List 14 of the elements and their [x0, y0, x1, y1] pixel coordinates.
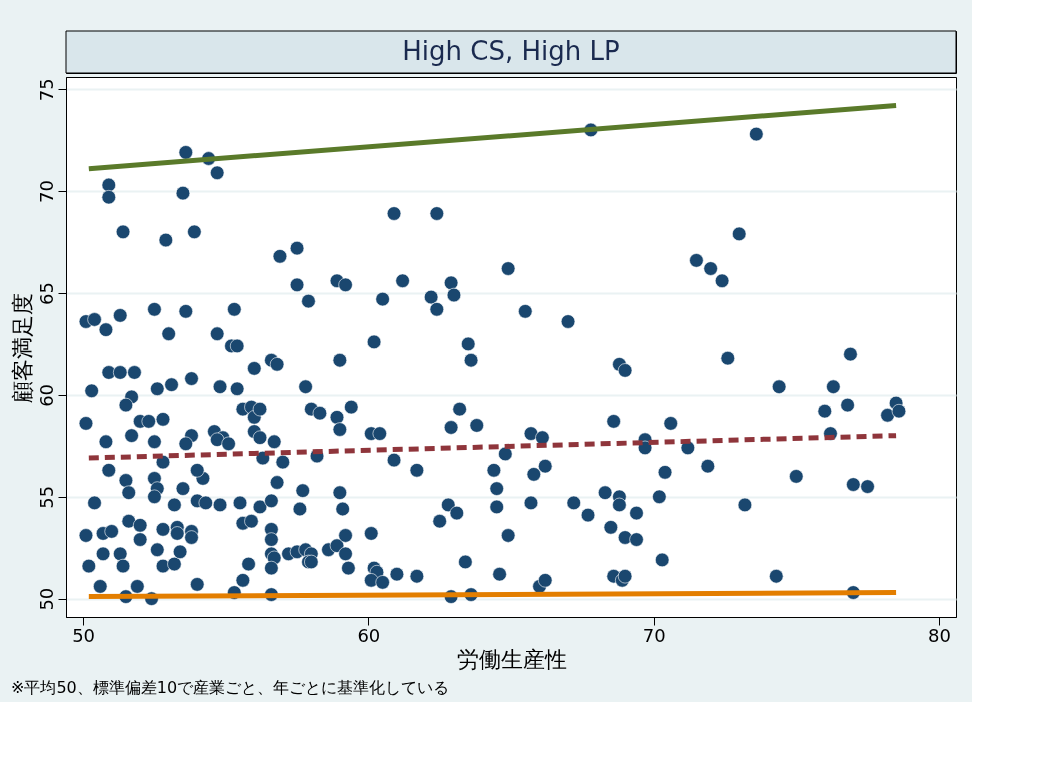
- y-tick-label: 70: [35, 180, 57, 204]
- y-tick-label: 65: [35, 282, 57, 305]
- y-tick-label: 50: [35, 587, 57, 611]
- y-axis-title: 顧客満足度: [9, 292, 35, 403]
- x-tick-label: 70: [642, 624, 666, 646]
- text: ※平均50、標準偏差10で産業ごと、年ごとに基準化している: [11, 678, 450, 697]
- y-tick-label: 75: [35, 78, 57, 102]
- x-tick-label: 60: [357, 624, 381, 646]
- x-tick-label: 80: [927, 624, 951, 646]
- x-tick-label: 50: [72, 624, 96, 646]
- y-tick-label: 60: [35, 383, 57, 407]
- y-tick-label: 55: [35, 485, 57, 509]
- x-axis-title: 労働生産性: [456, 646, 567, 672]
- chart-title: High CS, High LP: [402, 36, 620, 66]
